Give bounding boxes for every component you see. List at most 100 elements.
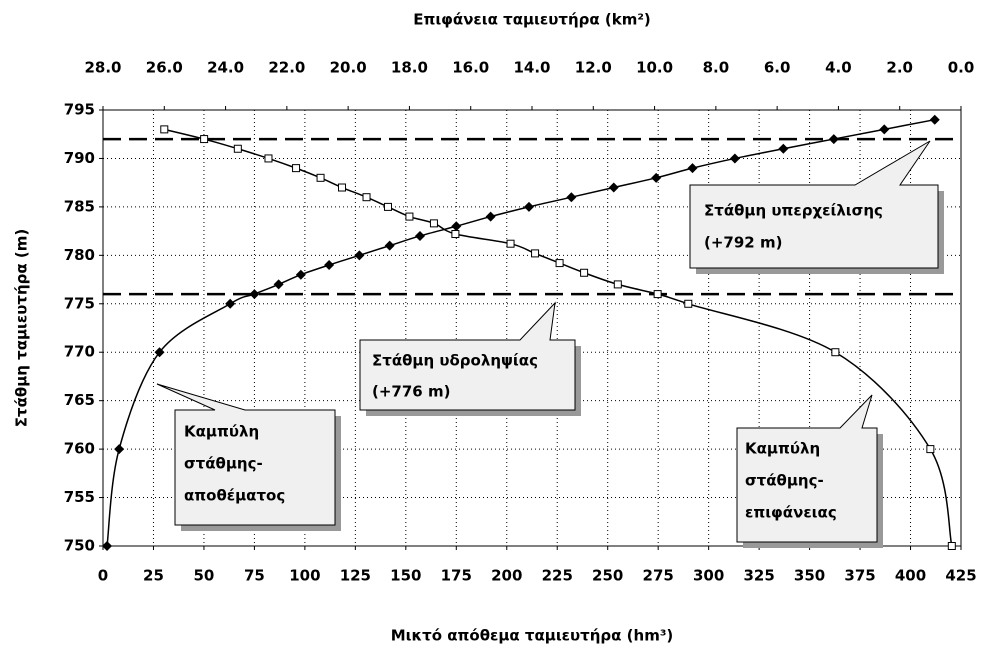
- y-tick-label: 765: [64, 391, 95, 409]
- x-axis-label: Μικτό απόθεμα ταμιευτήρα (hm³): [391, 627, 674, 645]
- point-marker: [778, 143, 789, 154]
- point-marker: [292, 164, 301, 173]
- x2-tick-label: 0.0: [948, 59, 975, 77]
- point-marker: [114, 444, 125, 455]
- point-marker: [653, 290, 662, 299]
- x2-tick-label: 24.0: [207, 59, 244, 77]
- x2-tick-label: 22.0: [268, 59, 305, 77]
- annotation: επιφάνειας: [745, 504, 837, 522]
- x-tick-label: 325: [743, 567, 774, 585]
- point-marker: [338, 183, 347, 192]
- point-marker: [295, 269, 306, 280]
- x-tick-label: 375: [844, 567, 875, 585]
- x-tick-label: 125: [340, 567, 371, 585]
- point-marker: [451, 230, 460, 239]
- x2-axis-label: Επιφάνεια ταμιευτήρα (km²): [413, 11, 651, 29]
- point-marker: [225, 298, 236, 309]
- point-marker: [580, 268, 589, 277]
- point-marker: [324, 260, 335, 271]
- annotation: Καμπύλη: [745, 440, 820, 458]
- point-marker: [555, 259, 564, 268]
- x-tick-label: 0: [98, 567, 108, 585]
- y-tick-label: 775: [64, 294, 95, 312]
- point-marker: [684, 299, 693, 308]
- point-marker: [485, 211, 496, 222]
- callout-box: [689, 140, 939, 269]
- point-marker: [316, 173, 325, 182]
- point-marker: [531, 249, 540, 258]
- callout-box: [156, 383, 336, 526]
- annotation: (+792 m): [704, 234, 782, 252]
- callouts: Στάθμη υπερχείλισης (+792 m) Στάθμη υδρο…: [156, 140, 944, 548]
- x2-tick-label: 10.0: [636, 59, 673, 77]
- point-marker: [926, 445, 935, 454]
- x-tick-label: 100: [289, 567, 320, 585]
- point-marker: [384, 240, 395, 251]
- x-tick-label: 350: [794, 567, 825, 585]
- x2-tick-label: 12.0: [575, 59, 612, 77]
- y-tick-label: 780: [64, 246, 95, 264]
- point-marker: [273, 279, 284, 290]
- x-tick-label: 75: [244, 567, 265, 585]
- point-marker: [729, 153, 740, 164]
- point-marker: [506, 239, 515, 248]
- x2-tick-label: 16.0: [452, 59, 489, 77]
- point-marker: [414, 230, 425, 241]
- x2-tick-label: 20.0: [330, 59, 367, 77]
- annotation: στάθμης-: [184, 455, 263, 473]
- point-marker: [651, 172, 662, 183]
- point-marker: [929, 114, 940, 125]
- x-tick-label: 150: [390, 567, 421, 585]
- point-marker: [362, 193, 371, 202]
- point-marker: [687, 163, 698, 174]
- plot-frame: [102, 109, 962, 547]
- point-marker: [608, 182, 619, 193]
- point-marker: [154, 347, 165, 358]
- x2-tick-label: 4.0: [825, 59, 852, 77]
- y-tick-label: 790: [64, 149, 95, 167]
- point-marker: [405, 212, 414, 221]
- point-marker: [354, 250, 365, 261]
- x-tick-label: 400: [895, 567, 926, 585]
- point-marker: [383, 202, 392, 211]
- x-tick-label: 25: [143, 567, 164, 585]
- x-tick-label: 225: [542, 567, 573, 585]
- point-marker: [831, 348, 840, 357]
- point-marker: [566, 192, 577, 203]
- x2-tick-label: 8.0: [703, 59, 730, 77]
- annotation: αποθέματος: [184, 487, 285, 505]
- callout-box: [736, 394, 878, 543]
- x2-tick-label: 26.0: [146, 59, 183, 77]
- point-marker: [879, 124, 890, 135]
- x-tick-label: 175: [441, 567, 472, 585]
- annotation: (+776 m): [372, 383, 450, 401]
- point-marker: [233, 144, 242, 153]
- y-tick-label: 770: [64, 343, 95, 361]
- x2-tick-label: 18.0: [391, 59, 428, 77]
- point-marker: [613, 280, 622, 289]
- annotation: Στάθμη υδροληψίας: [372, 352, 538, 370]
- annotation: Στάθμη υπερχείλισης: [704, 202, 883, 220]
- point-marker: [451, 221, 462, 232]
- point-marker: [249, 289, 260, 300]
- x2-tick-label: 2.0: [886, 59, 913, 77]
- x2-tick-label: 6.0: [764, 59, 791, 77]
- x-tick-label: 425: [945, 567, 976, 585]
- x2-tick-label: 28.0: [84, 59, 121, 77]
- point-marker: [523, 201, 534, 212]
- y-tick-label: 760: [64, 440, 95, 458]
- point-marker: [828, 134, 839, 145]
- callout-box: [359, 301, 576, 411]
- point-marker: [160, 125, 169, 134]
- y-tick-label: 785: [64, 197, 95, 215]
- x-tick-label: 200: [491, 567, 522, 585]
- point-marker: [947, 542, 956, 550]
- y-tick-label: 750: [64, 537, 95, 555]
- annotation: στάθμης-: [745, 472, 824, 490]
- x-tick-label: 50: [194, 567, 215, 585]
- point-marker: [429, 219, 438, 228]
- point-marker: [200, 135, 209, 144]
- x-tick-label: 275: [643, 567, 674, 585]
- point-marker: [264, 154, 273, 163]
